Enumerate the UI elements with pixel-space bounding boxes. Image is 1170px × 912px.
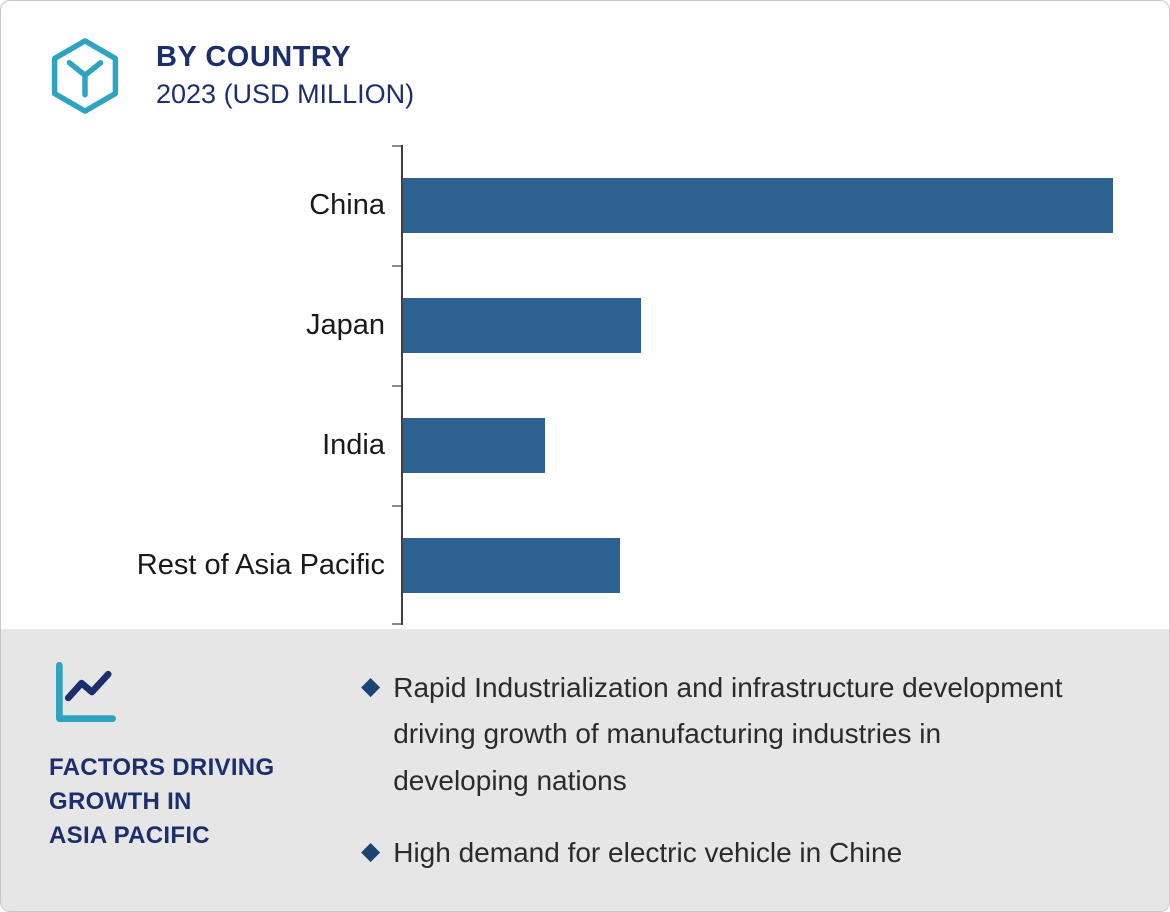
- factors-heading-line: ASIA PACIFIC: [49, 822, 210, 850]
- y-axis-line: [392, 145, 403, 625]
- bar-japan: [403, 297, 641, 353]
- chart-row: India: [1, 385, 1113, 505]
- factors-heading-line: FACTORS DRIVING: [49, 754, 275, 781]
- chart-rows: China Japan India Rest of Asia Pacific: [1, 145, 1113, 625]
- chart-subtitle: 2023 (USD MILLION): [156, 79, 415, 109]
- bullet-diamond-icon: ◆: [361, 837, 381, 866]
- bullet-diamond-icon: ◆: [361, 672, 381, 700]
- factors-panel-left: FACTORS DRIVING GROWTH IN ASIA PACIFIC: [49, 655, 361, 893]
- bar-area: [401, 537, 1113, 593]
- chart-row: Rest of Asia Pacific: [1, 505, 1113, 625]
- factor-text: High demand for electric vehicle in Chin…: [393, 837, 903, 869]
- bar-rest-of-asia-pacific: [403, 537, 620, 593]
- category-label: Japan: [305, 308, 385, 341]
- factors-panel-right: ◆ Rapid Industrialization and infrastruc…: [361, 655, 1129, 893]
- factors-panel: FACTORS DRIVING GROWTH IN ASIA PACIFIC ◆…: [1, 629, 1169, 911]
- bar-area: [401, 417, 1113, 473]
- category-label: India: [322, 428, 385, 461]
- bar-china: [403, 177, 1113, 233]
- chart-title: BY COUNTRY: [156, 41, 352, 73]
- line-chart-icon: [56, 662, 116, 722]
- factor-text: Rapid Industrialization and infrastructu…: [393, 672, 1063, 796]
- bar-india: [403, 417, 545, 473]
- bar-area: [401, 297, 1113, 353]
- factor-item: ◆ High demand for electric vehicle in Ch…: [361, 830, 1129, 876]
- header: BY COUNTRY 2023 (USD MILLION): [1, 1, 1169, 115]
- header-text: BY COUNTRY 2023 (USD MILLION): [156, 37, 414, 110]
- chart-row: Japan: [1, 265, 1113, 385]
- axis-tick: [392, 623, 401, 625]
- bar-chart: China Japan India Rest of Asia Pacific: [1, 145, 1113, 625]
- factor-item: ◆ Rapid Industrialization and infrastruc…: [361, 665, 1129, 804]
- axis-tick: [392, 385, 401, 387]
- category-label: Rest of Asia Pacific: [136, 548, 385, 581]
- axis-tick: [392, 145, 401, 147]
- category-label: China: [309, 188, 385, 221]
- axis-tick: [392, 265, 401, 267]
- hexagon-cube-logo-icon: [51, 38, 119, 114]
- factors-heading-line: GROWTH IN: [49, 788, 192, 816]
- factors-heading: FACTORS DRIVING GROWTH IN ASIA PACIFIC: [49, 751, 361, 853]
- axis-tick: [392, 505, 401, 507]
- chart-row: China: [1, 145, 1113, 265]
- bar-area: [401, 177, 1113, 233]
